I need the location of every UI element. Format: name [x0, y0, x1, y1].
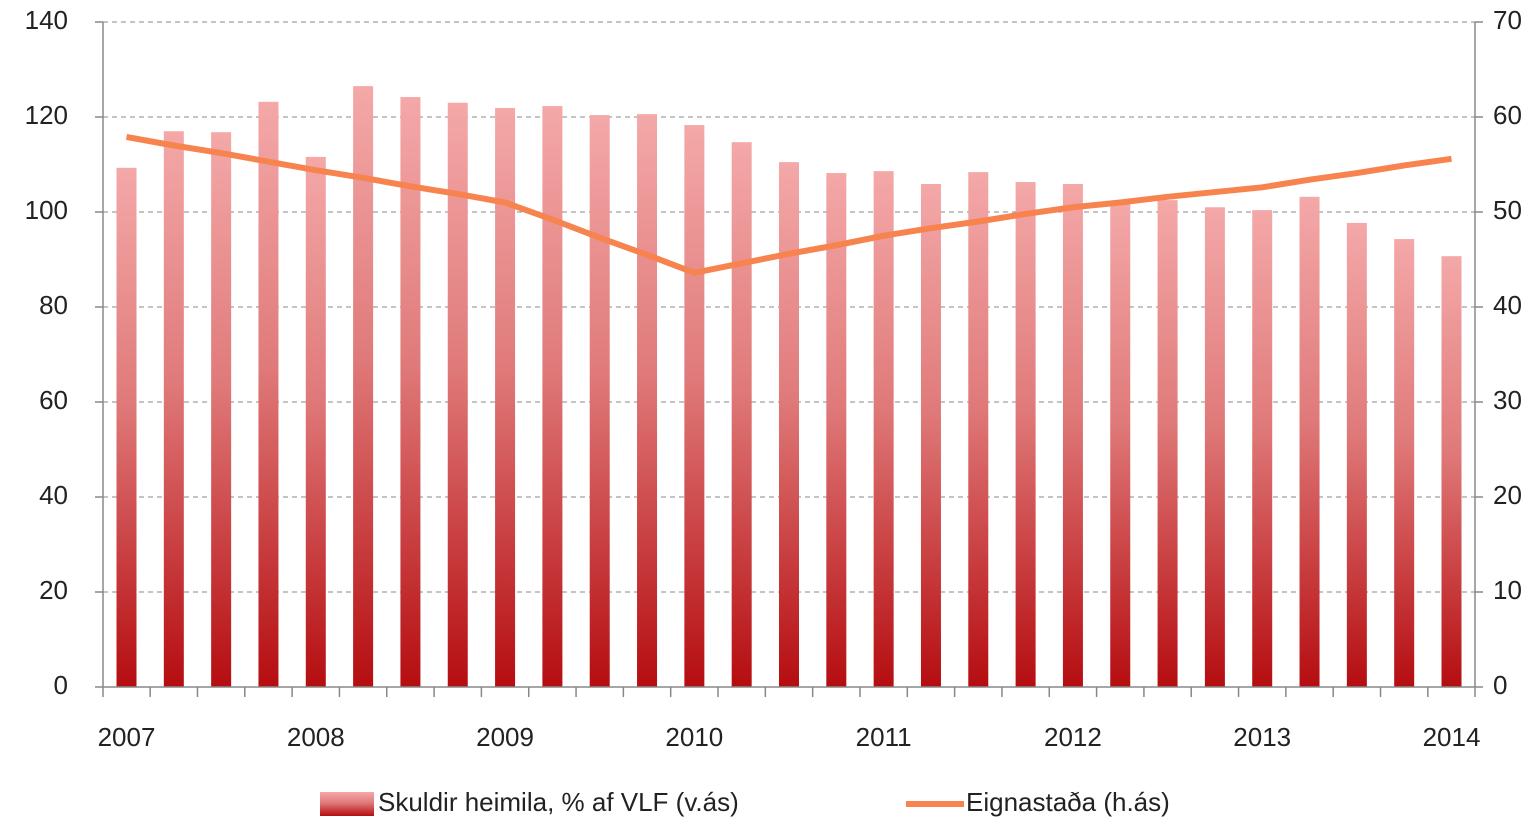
x-tick-label: 2011 — [856, 722, 912, 752]
bar — [211, 132, 232, 687]
bar — [589, 115, 610, 688]
y-tick-label: 0 — [54, 670, 68, 700]
bar — [1394, 239, 1415, 687]
y-tick-label: 100 — [25, 195, 68, 225]
y2-tick-label: 30 — [1493, 385, 1522, 415]
bar — [1252, 210, 1273, 687]
y2-tick-label: 60 — [1493, 100, 1522, 130]
bar — [1299, 196, 1320, 688]
bar — [1157, 200, 1178, 687]
x-tick-label: 2009 — [476, 722, 534, 752]
bar — [163, 131, 184, 687]
legend-label: Skuldir heimila, % af VLF (v.ás) — [378, 787, 739, 817]
bar — [116, 167, 137, 687]
bar — [873, 171, 894, 687]
x-tick-label: 2013 — [1233, 722, 1291, 752]
y-tick-label: 60 — [39, 385, 68, 415]
y2-tick-label: 70 — [1493, 5, 1522, 35]
y-tick-label: 40 — [39, 480, 68, 510]
bar — [920, 183, 941, 687]
bar — [637, 114, 658, 687]
bar — [731, 142, 752, 688]
line — [125, 133, 1452, 276]
legend-label: Eignastaða (h.ás) — [966, 787, 1170, 817]
bar — [684, 125, 705, 687]
bar — [305, 156, 326, 687]
bar — [542, 106, 563, 687]
bar — [1062, 183, 1083, 687]
y-tick-label: 120 — [25, 100, 68, 130]
x-tick-label: 2007 — [98, 722, 156, 752]
bar — [353, 86, 374, 687]
bar — [968, 172, 989, 688]
legend-swatch — [320, 792, 374, 816]
bar — [447, 102, 468, 687]
bar — [826, 173, 847, 688]
bar — [1441, 256, 1462, 687]
x-tick-label: 2008 — [287, 722, 345, 752]
y2-tick-label: 0 — [1493, 670, 1507, 700]
y2-tick-label: 10 — [1493, 575, 1522, 605]
y-tick-label: 80 — [39, 290, 68, 320]
x-tick-label: 2012 — [1044, 722, 1102, 752]
x-tick-label: 2010 — [665, 722, 723, 752]
bar — [1204, 207, 1225, 687]
bar — [1110, 202, 1131, 687]
bar — [1346, 222, 1367, 688]
y-tick-label: 140 — [25, 5, 68, 35]
y2-tick-label: 20 — [1493, 480, 1522, 510]
x-tick-label: 2014 — [1423, 722, 1481, 752]
y2-tick-label: 50 — [1493, 195, 1522, 225]
bar — [495, 107, 516, 688]
bar — [1015, 182, 1036, 687]
bar — [400, 97, 421, 688]
bar — [258, 101, 279, 688]
bar — [779, 162, 799, 687]
y-tick-label: 20 — [39, 575, 68, 605]
y2-tick-label: 40 — [1493, 290, 1522, 320]
